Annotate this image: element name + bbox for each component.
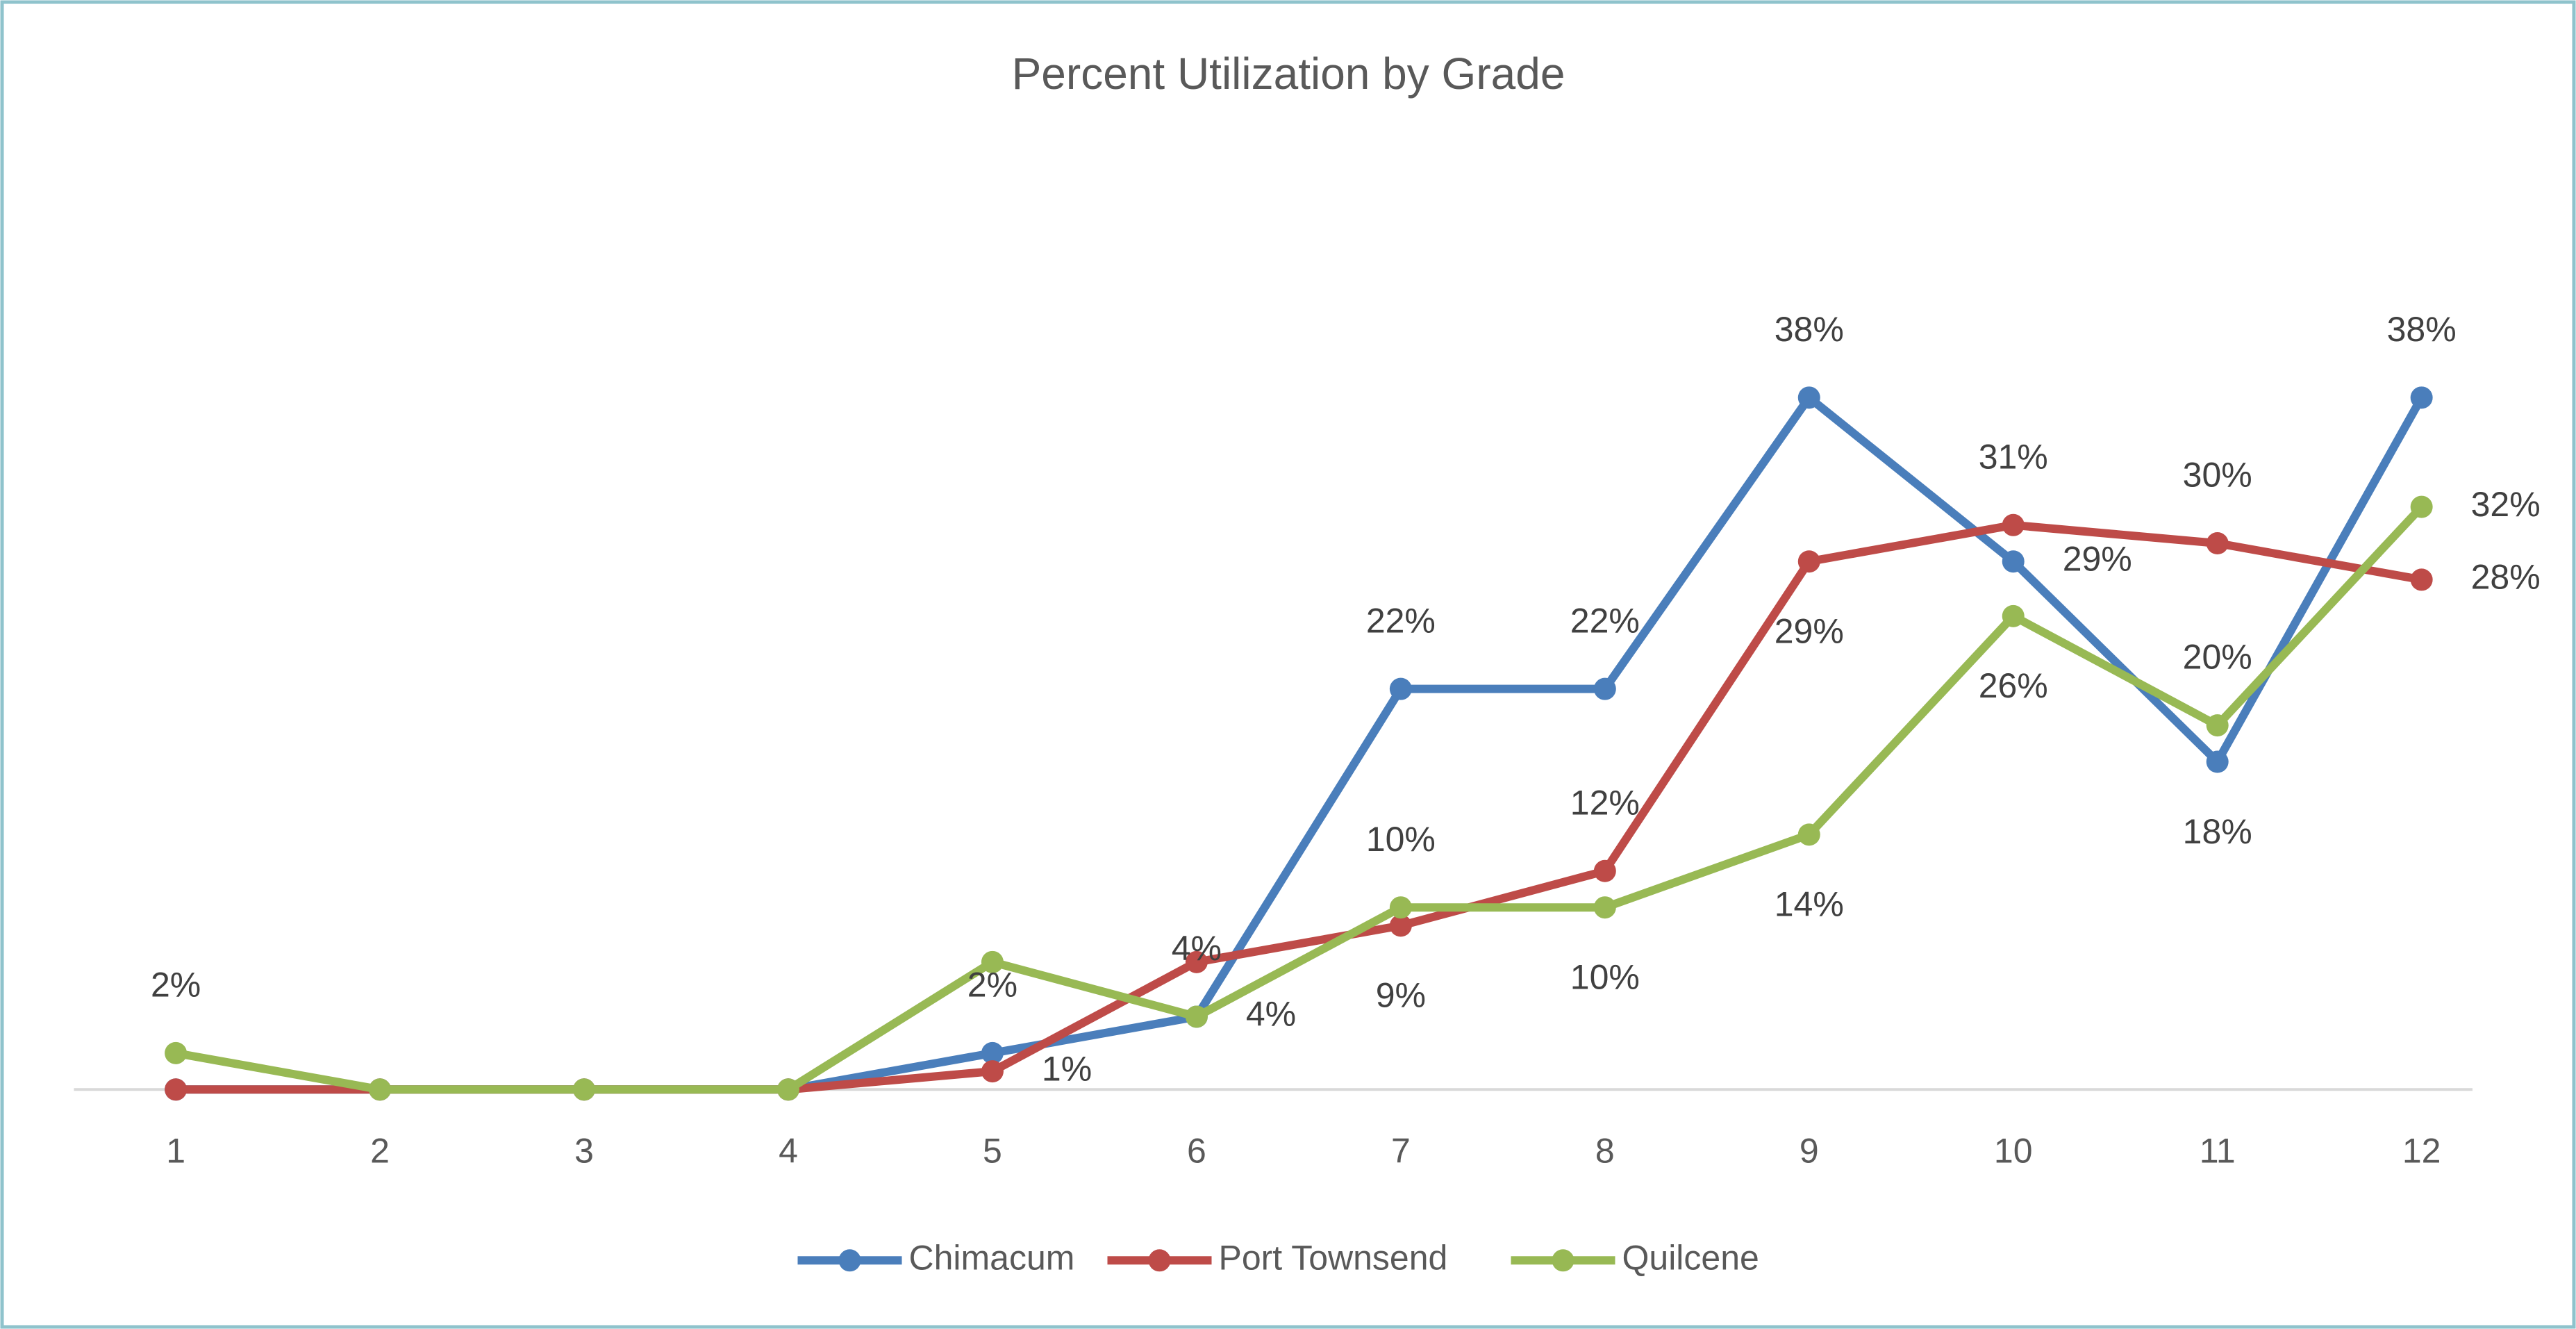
legend-label: Quilcene [1622, 1238, 1759, 1277]
data-label: 10% [1366, 820, 1436, 859]
legend-marker [1148, 1249, 1171, 1272]
legend-label: Chimacum [909, 1238, 1075, 1277]
point [2206, 532, 2229, 555]
point [1389, 896, 1412, 919]
series-line [175, 504, 2425, 1094]
point [573, 1078, 596, 1101]
point [1185, 1005, 1208, 1028]
data-label: 28% [2471, 558, 2541, 597]
data-label: 29% [2063, 539, 2132, 578]
point [1593, 859, 1616, 882]
x-tick-label: 10 [1994, 1132, 2033, 1171]
data-label: 20% [2183, 638, 2252, 677]
point [1797, 386, 1820, 409]
data-label: 38% [2387, 310, 2457, 349]
point [2002, 604, 2025, 627]
x-tick-label: 3 [574, 1132, 594, 1171]
point [2206, 750, 2229, 773]
point [369, 1078, 392, 1101]
data-label: 9% [1376, 976, 1426, 1015]
data-label: 32% [2471, 485, 2541, 524]
point [981, 1041, 1004, 1064]
data-label: 22% [1570, 601, 1640, 640]
data-label: 4% [1246, 995, 1296, 1034]
x-tick-label: 2 [370, 1132, 390, 1171]
data-label: 29% [1775, 612, 1844, 651]
x-tick-label: 11 [2200, 1132, 2236, 1171]
data-label: 12% [1570, 783, 1640, 822]
x-tick-label: 6 [1187, 1132, 1206, 1171]
data-label: 4% [1172, 929, 1222, 968]
point [2410, 386, 2433, 409]
x-tick-label: 9 [1800, 1132, 1819, 1171]
data-label: 2% [151, 965, 201, 1004]
x-tick-label: 8 [1595, 1132, 1615, 1171]
point [2206, 714, 2229, 737]
point [2410, 495, 2433, 518]
point [1797, 823, 1820, 846]
data-label: 30% [2183, 456, 2252, 495]
point [1185, 950, 1208, 973]
legend-marker [838, 1249, 861, 1272]
data-label: 14% [1775, 885, 1844, 924]
data-label: 18% [2183, 812, 2252, 851]
point [165, 1041, 188, 1064]
data-label: 31% [1979, 437, 2048, 476]
x-tick-label: 12 [2402, 1132, 2441, 1171]
point [981, 1060, 1004, 1083]
x-tick-label: 5 [983, 1132, 1002, 1171]
legend-marker [1552, 1249, 1574, 1272]
data-label: 1% [1042, 1049, 1092, 1088]
point [1593, 677, 1616, 700]
point [2410, 568, 2433, 591]
data-label: 2% [967, 965, 1017, 1004]
data-label: 10% [1570, 957, 1640, 996]
point [2002, 550, 2025, 573]
point [1797, 550, 1820, 573]
data-label: 22% [1366, 601, 1436, 640]
point [2002, 513, 2025, 536]
x-tick-label: 1 [166, 1132, 185, 1171]
point [1389, 677, 1412, 700]
point [776, 1078, 799, 1101]
x-tick-label: 4 [779, 1132, 798, 1171]
chart-title: Percent Utilization by Grade [1012, 49, 1565, 99]
point [981, 950, 1004, 973]
legend-label: Port Townsend [1219, 1238, 1448, 1277]
point [1389, 914, 1412, 937]
point [1593, 896, 1616, 919]
data-label: 26% [1979, 666, 2048, 705]
data-label: 38% [1775, 310, 1844, 349]
x-tick-label: 7 [1391, 1132, 1411, 1171]
point [165, 1078, 188, 1101]
